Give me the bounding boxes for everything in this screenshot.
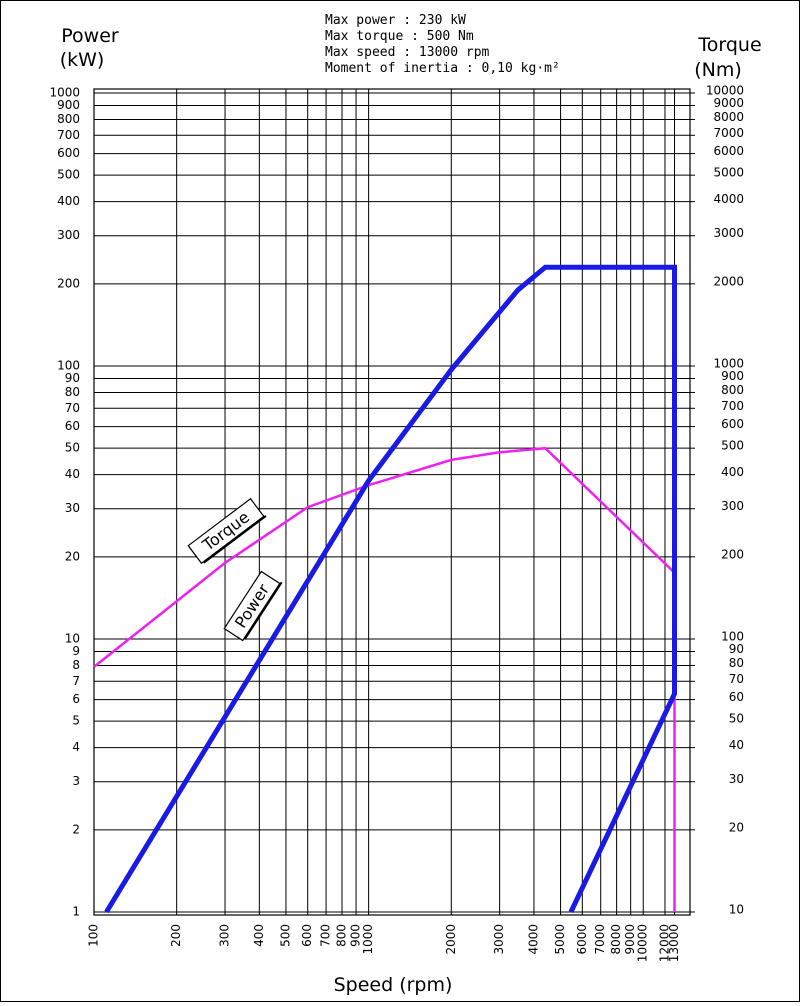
y-tick-label: 80 — [65, 385, 80, 399]
y2-tick-label: 90 — [729, 642, 744, 656]
y2-tick-label: 3000 — [713, 226, 744, 240]
y2-tick-label: 40 — [729, 738, 744, 752]
y2-tick-label: 800 — [721, 383, 744, 397]
y2-tick-label: 500 — [721, 439, 744, 453]
y2-tick-label: 5000 — [713, 166, 744, 180]
y-tick-label: 50 — [65, 441, 80, 455]
y2-tick-label: 8000 — [713, 110, 744, 124]
y-tick-label: 400 — [57, 194, 80, 208]
y-tick-label: 100 — [57, 359, 80, 373]
y-tick-label: 20 — [65, 549, 80, 563]
y2-tick-label: 10000 — [706, 84, 744, 98]
y-tick-label: 8 — [72, 658, 80, 672]
x-tick-label: 400 — [252, 924, 266, 947]
x-tick-label: 6000 — [575, 924, 589, 955]
y-axis-unit: (kW) — [60, 49, 105, 71]
y-tick-label: 2 — [72, 822, 80, 836]
y2-tick-label: 600 — [721, 417, 744, 431]
x-tick-label: 2000 — [444, 924, 458, 955]
y-tick-label: 90 — [65, 371, 80, 385]
y-tick-label: 300 — [57, 228, 80, 242]
y2-tick-label: 50 — [729, 712, 744, 726]
x-tick-label: 3000 — [492, 924, 506, 955]
y2-tick-label: 900 — [721, 369, 744, 383]
curve-label-shadow — [243, 581, 283, 640]
x-tick-label: 10000 — [636, 924, 650, 962]
annotation: Max torque : 500 Nm — [325, 29, 474, 44]
y-tick-label: 40 — [65, 467, 80, 481]
x-tick-label: 5000 — [553, 924, 567, 955]
curve-label: Power — [223, 570, 283, 642]
y-tick-label: 9 — [72, 644, 80, 658]
x-tick-label: 12000 — [657, 924, 671, 962]
x-tick-label: 7000 — [593, 924, 607, 955]
y-tick-label: 700 — [57, 128, 80, 142]
y2-tick-label: 60 — [729, 690, 744, 704]
curve-label-box — [223, 570, 281, 642]
y-tick-label: 200 — [57, 276, 80, 290]
y-tick-label: 900 — [57, 98, 80, 112]
x-tick-label: 700 — [319, 924, 333, 947]
y-tick-label: 6 — [72, 692, 80, 706]
y-tick-label: 5 — [72, 714, 80, 728]
x-tick-label: 4000 — [526, 924, 540, 955]
x-tick-label: 100 — [87, 924, 101, 947]
y2-axis-unit: (Nm) — [694, 59, 742, 81]
y-tick-label: 1 — [72, 905, 80, 919]
x-tick-label: 300 — [218, 924, 232, 947]
y2-tick-label: 7000 — [713, 126, 744, 140]
y2-tick-label: 300 — [721, 499, 744, 513]
y-tick-label: 4 — [72, 740, 80, 754]
y-tick-label: 60 — [65, 419, 80, 433]
y-tick-label: 500 — [57, 168, 80, 182]
curve-label-box — [187, 497, 265, 565]
annotation: Max power : 230 kW — [325, 13, 466, 28]
x-tick-label: 200 — [169, 924, 183, 947]
annotation: Moment of inertia : 0,10 kg·m² — [325, 61, 560, 76]
y2-tick-label: 6000 — [713, 144, 744, 158]
y-tick-label: 600 — [57, 146, 80, 160]
x-axis-label: Speed (rpm) — [334, 974, 453, 996]
annotation: Max speed : 13000 rpm — [325, 45, 490, 60]
curve-label: Torque — [187, 497, 267, 565]
y2-tick-label: 30 — [729, 772, 744, 786]
series-line — [93, 446, 676, 912]
y2-tick-label: 4000 — [713, 192, 744, 206]
y2-tick-label: 80 — [729, 656, 744, 670]
y-tick-label: 800 — [57, 112, 80, 126]
y2-tick-label: 200 — [721, 547, 744, 561]
y2-tick-label: 2000 — [713, 274, 744, 288]
y-axis-label: Power — [61, 25, 119, 47]
y2-tick-label: 9000 — [713, 96, 744, 110]
y-tick-label: 30 — [65, 501, 80, 515]
curve-label-shadow — [203, 515, 267, 564]
x-tick-label: 800 — [335, 924, 349, 947]
x-tick-label: 13000 — [667, 924, 681, 962]
y2-tick-label: 1000 — [713, 357, 744, 371]
x-tick-label: 8000 — [609, 924, 623, 955]
y2-tick-label: 20 — [729, 820, 744, 834]
y-tick-label: 1000 — [49, 86, 80, 100]
y-tick-label: 3 — [72, 774, 80, 788]
x-tick-label: 900 — [349, 924, 363, 947]
x-tick-label: 1000 — [361, 924, 375, 955]
y2-axis-label: Torque — [697, 34, 761, 56]
y2-tick-label: 10 — [729, 903, 744, 917]
series-line — [104, 264, 677, 914]
y2-tick-label: 100 — [721, 630, 744, 644]
y-tick-label: 70 — [65, 401, 80, 415]
y2-tick-label: 700 — [721, 399, 744, 413]
y2-tick-label: 400 — [721, 465, 744, 479]
x-tick-label: 600 — [300, 924, 314, 947]
y2-tick-label: 70 — [729, 672, 744, 686]
x-tick-label: 9000 — [623, 924, 637, 955]
y-tick-label: 10 — [65, 632, 80, 646]
y-tick-label: 7 — [72, 674, 80, 688]
x-tick-label: 500 — [278, 924, 292, 947]
